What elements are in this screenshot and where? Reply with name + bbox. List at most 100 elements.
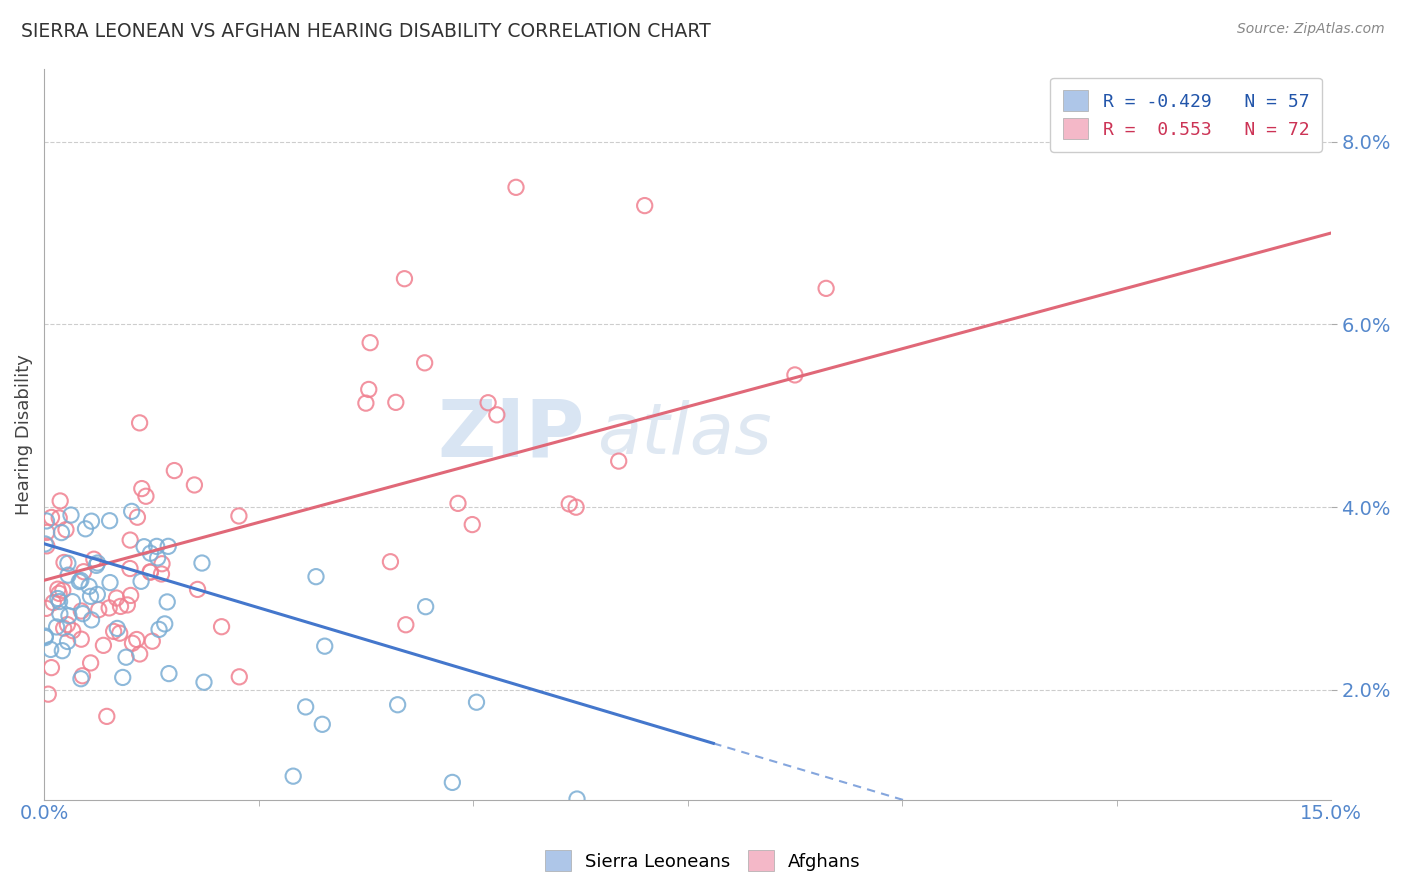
Point xyxy=(394,271,416,285)
Point xyxy=(35,525,58,540)
Point xyxy=(354,396,377,410)
Point xyxy=(228,670,250,684)
Point xyxy=(305,569,328,583)
Point xyxy=(115,650,138,665)
Point xyxy=(37,687,59,701)
Point xyxy=(193,675,215,690)
Point xyxy=(56,617,79,632)
Point xyxy=(558,497,581,511)
Point xyxy=(98,575,121,590)
Point xyxy=(41,660,63,674)
Point xyxy=(80,514,103,528)
Y-axis label: Hearing Disability: Hearing Disability xyxy=(15,353,32,515)
Point xyxy=(34,537,56,551)
Point xyxy=(157,539,180,553)
Point xyxy=(56,568,79,582)
Point xyxy=(477,395,499,409)
Point xyxy=(48,511,70,525)
Point xyxy=(80,613,103,627)
Point xyxy=(385,395,408,409)
Point xyxy=(131,482,153,496)
Point xyxy=(73,565,96,579)
Legend: Sierra Leoneans, Afghans: Sierra Leoneans, Afghans xyxy=(538,843,868,879)
Point xyxy=(72,669,94,683)
Point xyxy=(72,607,94,621)
Point xyxy=(117,598,139,612)
Point xyxy=(153,616,176,631)
Point xyxy=(35,514,58,528)
Text: SIERRA LEONEAN VS AFGHAN HEARING DISABILITY CORRELATION CHART: SIERRA LEONEAN VS AFGHAN HEARING DISABIL… xyxy=(21,22,711,41)
Point xyxy=(139,546,162,560)
Point xyxy=(46,582,69,597)
Point xyxy=(56,556,79,570)
Point xyxy=(128,416,150,430)
Point xyxy=(77,579,100,593)
Point xyxy=(565,792,588,806)
Point xyxy=(191,556,214,570)
Point xyxy=(311,717,333,731)
Point xyxy=(485,408,508,422)
Point xyxy=(395,617,418,632)
Point xyxy=(150,566,173,581)
Point xyxy=(163,464,186,478)
Point xyxy=(58,608,80,623)
Point xyxy=(70,604,93,618)
Point xyxy=(45,620,67,634)
Point xyxy=(103,624,125,639)
Point xyxy=(139,565,162,579)
Point xyxy=(62,594,84,608)
Point xyxy=(75,522,97,536)
Point xyxy=(67,574,90,589)
Point xyxy=(46,591,69,606)
Point xyxy=(93,638,115,652)
Point xyxy=(156,595,179,609)
Point xyxy=(51,643,73,657)
Point xyxy=(70,632,93,647)
Point xyxy=(139,565,162,579)
Point xyxy=(79,656,101,670)
Point xyxy=(314,639,336,653)
Point xyxy=(413,356,436,370)
Point xyxy=(380,555,402,569)
Point xyxy=(86,558,108,573)
Point xyxy=(111,670,134,684)
Point xyxy=(49,607,72,621)
Point xyxy=(62,624,84,638)
Point xyxy=(187,582,209,597)
Point xyxy=(148,623,170,637)
Point xyxy=(105,591,128,605)
Point xyxy=(565,500,588,515)
Point xyxy=(634,198,657,212)
Point xyxy=(228,508,250,523)
Point xyxy=(49,494,72,508)
Point xyxy=(415,599,437,614)
Point xyxy=(34,631,56,645)
Point xyxy=(98,601,121,615)
Point xyxy=(98,514,121,528)
Point xyxy=(86,556,108,570)
Point xyxy=(447,496,470,510)
Point xyxy=(505,180,527,194)
Point xyxy=(59,508,82,522)
Point xyxy=(357,383,380,397)
Point xyxy=(157,666,180,681)
Point xyxy=(783,368,806,382)
Point xyxy=(83,552,105,566)
Point xyxy=(141,634,163,648)
Point xyxy=(132,540,155,554)
Point xyxy=(150,557,173,571)
Point xyxy=(121,504,143,518)
Point xyxy=(79,590,101,604)
Point xyxy=(183,478,205,492)
Point xyxy=(52,621,75,635)
Point xyxy=(125,632,148,647)
Point xyxy=(294,700,316,714)
Point xyxy=(41,510,63,524)
Point xyxy=(87,603,110,617)
Point xyxy=(110,599,132,614)
Point xyxy=(461,517,484,532)
Point xyxy=(146,550,169,565)
Point xyxy=(120,589,142,603)
Point xyxy=(128,647,150,661)
Point xyxy=(35,539,58,553)
